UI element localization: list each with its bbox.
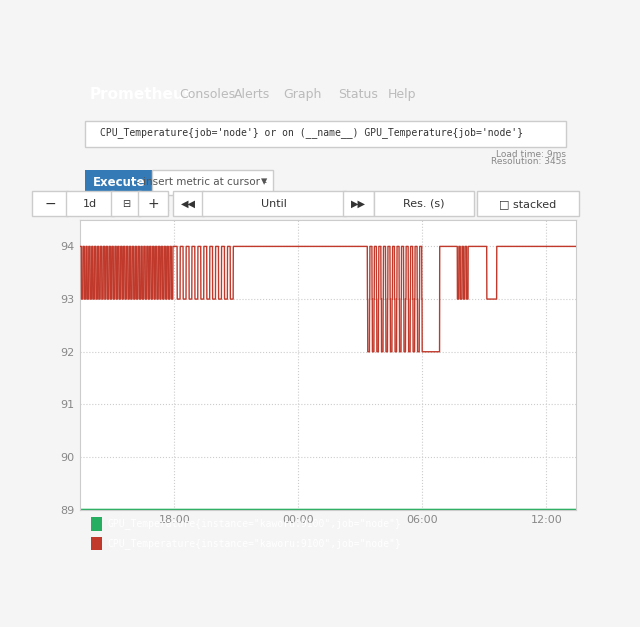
Text: ▶▶: ▶▶: [351, 199, 366, 209]
Text: Until: Until: [260, 199, 287, 209]
FancyBboxPatch shape: [85, 121, 566, 147]
Text: Status: Status: [338, 88, 378, 101]
Text: Alerts: Alerts: [234, 88, 270, 101]
Text: Load time: 9ms: Load time: 9ms: [496, 150, 566, 159]
Text: - insert metric at cursor -: - insert metric at cursor -: [136, 177, 267, 187]
Bar: [91, 517, 102, 531]
FancyBboxPatch shape: [343, 191, 374, 216]
Text: GPU_Temperature{instance="kaworu:9100",job="node"}: GPU_Temperature{instance="kaworu:9100",j…: [108, 518, 401, 529]
FancyBboxPatch shape: [152, 171, 273, 195]
Text: Resolution: 345s: Resolution: 345s: [491, 157, 566, 166]
Text: ▾: ▾: [261, 176, 268, 189]
Text: ⊟: ⊟: [122, 199, 130, 209]
Text: Res. (s): Res. (s): [403, 199, 445, 209]
Text: CPU_Temperature{job='node'} or on (__name__) GPU_Temperature{job='node'}: CPU_Temperature{job='node'} or on (__nam…: [100, 127, 523, 139]
Text: ◀◀: ◀◀: [180, 199, 196, 209]
Text: CPU_Temperature{instance="kaworu:9100",job="node"}: CPU_Temperature{instance="kaworu:9100",j…: [108, 538, 401, 549]
Text: Graph: Graph: [284, 88, 322, 101]
FancyBboxPatch shape: [202, 191, 346, 216]
FancyBboxPatch shape: [111, 191, 141, 216]
Text: Consoles: Consoles: [179, 88, 236, 101]
Text: Graph: Graph: [84, 204, 120, 217]
FancyBboxPatch shape: [66, 191, 114, 216]
FancyBboxPatch shape: [85, 171, 152, 195]
Text: Help: Help: [388, 88, 416, 101]
FancyBboxPatch shape: [173, 191, 204, 216]
Text: Console: Console: [124, 204, 170, 217]
Text: □ stacked: □ stacked: [499, 199, 557, 209]
Text: Prometheus: Prometheus: [90, 87, 194, 102]
FancyBboxPatch shape: [374, 191, 474, 216]
Text: Execute: Execute: [92, 176, 145, 189]
FancyBboxPatch shape: [477, 191, 579, 216]
FancyBboxPatch shape: [138, 191, 168, 216]
Text: −: −: [44, 197, 56, 211]
Text: 1d: 1d: [83, 199, 97, 209]
Bar: [91, 537, 102, 551]
FancyBboxPatch shape: [32, 191, 68, 216]
Text: +: +: [147, 197, 159, 211]
